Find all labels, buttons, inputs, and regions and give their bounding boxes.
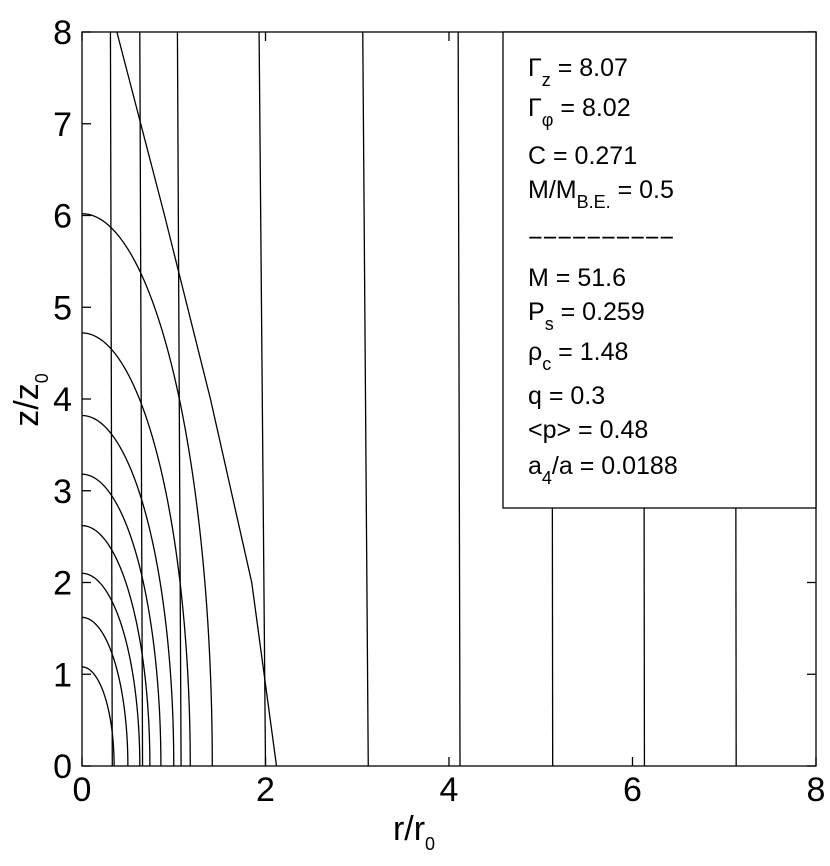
field-line bbox=[362, 31, 369, 767]
annotation-line: Ps = 0.259 bbox=[528, 298, 645, 334]
y-tick-label: 7 bbox=[53, 106, 72, 144]
field-line bbox=[176, 31, 182, 767]
y-axis-label: z/z0 bbox=[8, 373, 52, 426]
y-tick-label: 3 bbox=[53, 473, 72, 511]
x-tick-label: 8 bbox=[807, 771, 826, 809]
legend-frame bbox=[502, 31, 817, 509]
annotation-line: −−−−−−−−−− bbox=[528, 224, 674, 252]
isodensity-contour bbox=[81, 572, 141, 767]
isodensity-contour bbox=[81, 414, 175, 767]
y-tick-label: 4 bbox=[53, 381, 72, 419]
x-tick-label: 2 bbox=[256, 771, 275, 809]
annotation-line: q = 0.3 bbox=[528, 382, 605, 410]
cloud-boundary-line bbox=[116, 31, 278, 767]
annotation-line: Γφ = 8.02 bbox=[528, 94, 631, 130]
annotation-line: M = 51.6 bbox=[528, 264, 626, 292]
x-axis-label: r/r0 bbox=[393, 810, 435, 854]
isodensity-contour bbox=[81, 666, 115, 767]
y-tick-label: 8 bbox=[53, 14, 72, 52]
y-tick-label: 6 bbox=[53, 198, 72, 236]
field-line bbox=[109, 31, 113, 767]
annotation-line: ρc = 1.48 bbox=[528, 338, 628, 374]
isodensity-contour bbox=[81, 332, 191, 767]
annotation-line: C = 0.271 bbox=[528, 142, 637, 170]
tick-group: 0 2 4 6 8 0 1 2 3 4 5 6 7 8 bbox=[53, 14, 825, 809]
y-tick-label: 5 bbox=[53, 289, 72, 327]
annotation-line: Γz = 8.07 bbox=[528, 54, 628, 90]
isodensity-contour bbox=[81, 213, 213, 767]
field-line bbox=[139, 31, 144, 767]
annotation-line: M/MB.E. = 0.5 bbox=[528, 176, 674, 212]
annotation-line: a4/a = 0.0188 bbox=[528, 452, 678, 488]
annotation-line: <p> = 0.48 bbox=[528, 416, 648, 444]
isodensity-contour bbox=[81, 473, 162, 767]
legend-box: Γz = 8.07 Γφ = 8.02 C = 0.271 M/MB.E. = 0.5… bbox=[502, 31, 817, 509]
x-tick-label: 6 bbox=[623, 771, 642, 809]
field-line bbox=[258, 31, 267, 767]
y-tick-label: 2 bbox=[53, 565, 72, 603]
field-line bbox=[457, 31, 461, 767]
y-tick-label: 0 bbox=[53, 748, 72, 786]
isodensity-contour bbox=[81, 616, 129, 767]
isodensity-contour bbox=[81, 524, 151, 767]
y-tick-label: 1 bbox=[53, 656, 72, 694]
x-tick-label: 4 bbox=[440, 771, 459, 809]
x-tick-label: 0 bbox=[73, 771, 92, 809]
